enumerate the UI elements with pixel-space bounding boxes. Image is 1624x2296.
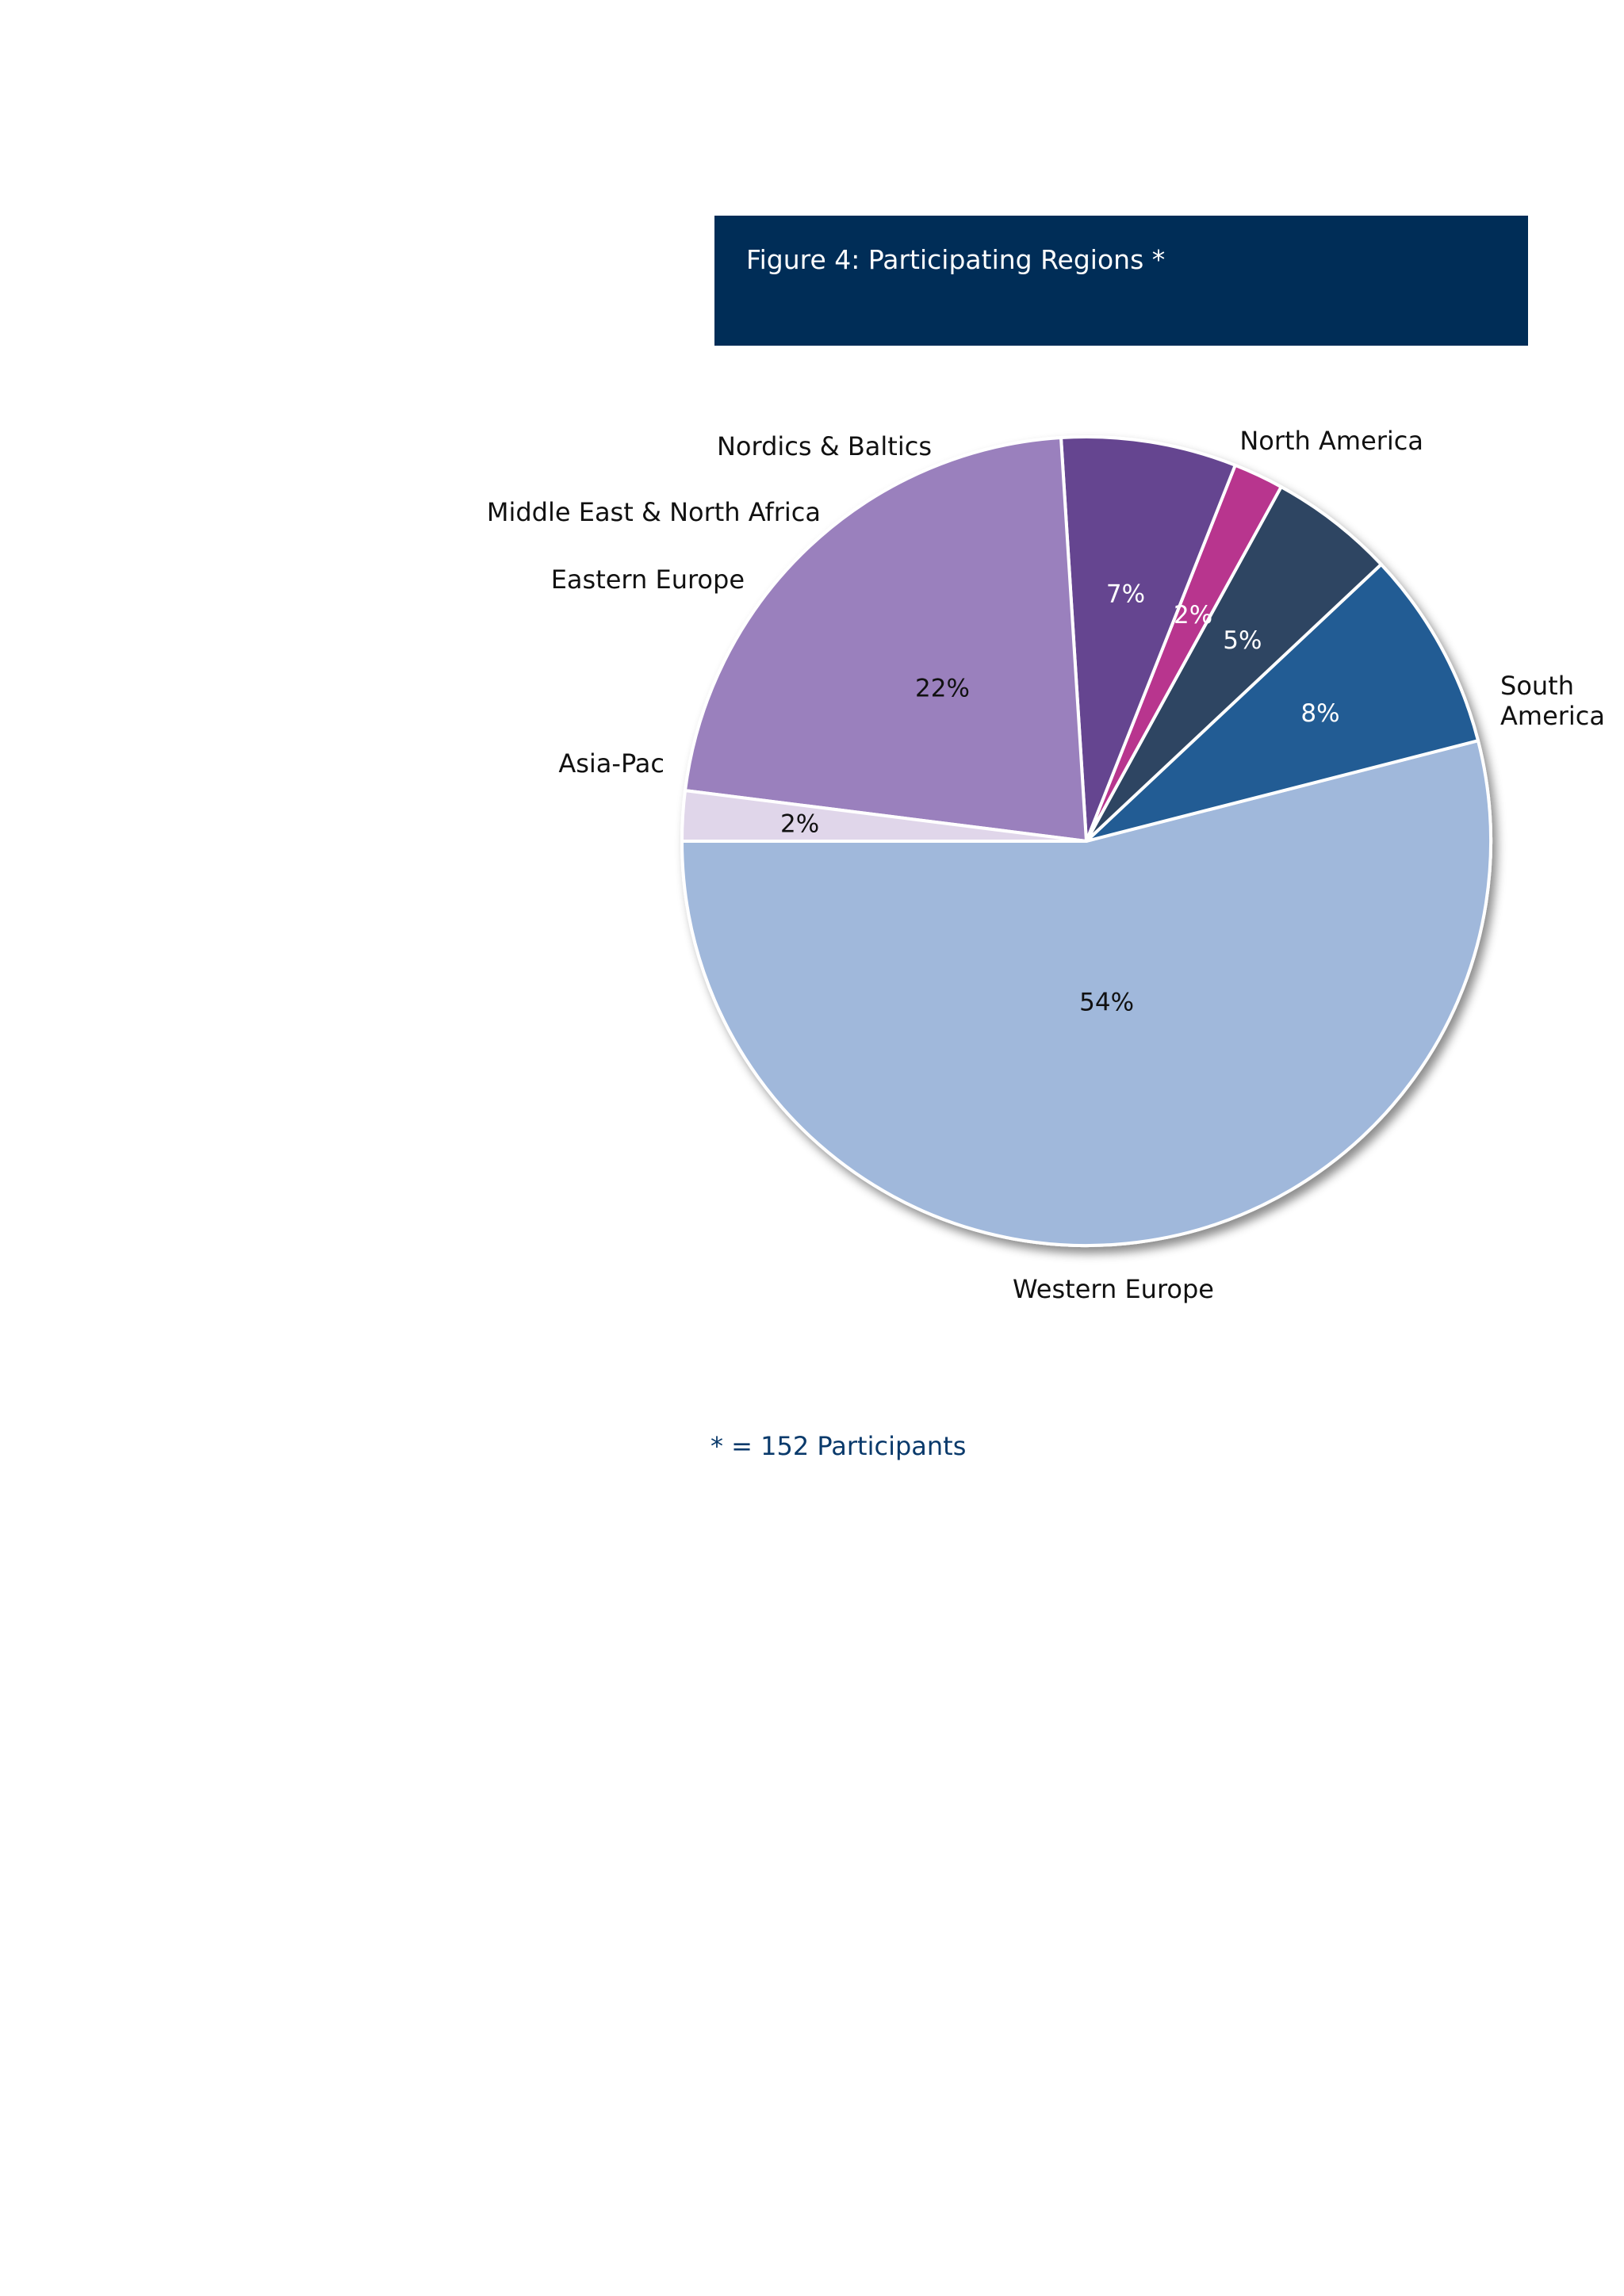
category-label-south-america: South America (1500, 671, 1605, 731)
pie-slices (680, 435, 1492, 1247)
pie-slice-nordics-and-baltics (1059, 435, 1237, 843)
percentage-labels: 54% 8% 5% 2% 7% 22% 2% (780, 580, 1340, 1017)
category-label-middle-east-and-north-africa: Middle East & North Africa (487, 497, 821, 527)
percent-label-south-america: 2% (780, 809, 819, 838)
pie-slice-south-america (680, 789, 1088, 843)
figure-title-banner: Figure 4: Participating Regions * (714, 216, 1528, 346)
category-label-north-america: North America (1239, 426, 1423, 456)
category-labels: Western Europe Asia-Pac Eastern Europe Midd… (487, 426, 1605, 1304)
percent-label-nordics-and-baltics: 7% (1106, 580, 1145, 609)
chart-title: Figure 4: Participating Regions * (746, 244, 1166, 275)
pie-chart: 54% 8% 5% 2% 7% 22% 2% Western Europe Asia-Pac E… (487, 426, 1605, 1304)
pie-slice-asia-pac (1085, 562, 1480, 843)
percent-label-north-america: 22% (915, 675, 970, 703)
category-label-western-europe: Western Europe (1013, 1274, 1214, 1304)
category-label-asia-pac: Asia-Pac (558, 748, 665, 779)
category-label-eastern-europe: Eastern Europe (551, 564, 745, 595)
percent-label-asia-pac: 8% (1300, 699, 1339, 728)
percent-label-eastern-europe: 5% (1223, 626, 1262, 655)
participants-footnote: * = 152 Participants (710, 1431, 967, 1461)
percent-label-middle-east-and-north-africa: 2% (1174, 601, 1212, 629)
pie-slice-western-europe (680, 739, 1492, 1247)
percent-label-western-europe: 54% (1079, 988, 1134, 1016)
pie-slice-north-america (684, 436, 1088, 843)
pie-slice-eastern-europe (1085, 485, 1383, 843)
category-label-nordics-and-baltics: Nordics & Baltics (717, 431, 932, 461)
